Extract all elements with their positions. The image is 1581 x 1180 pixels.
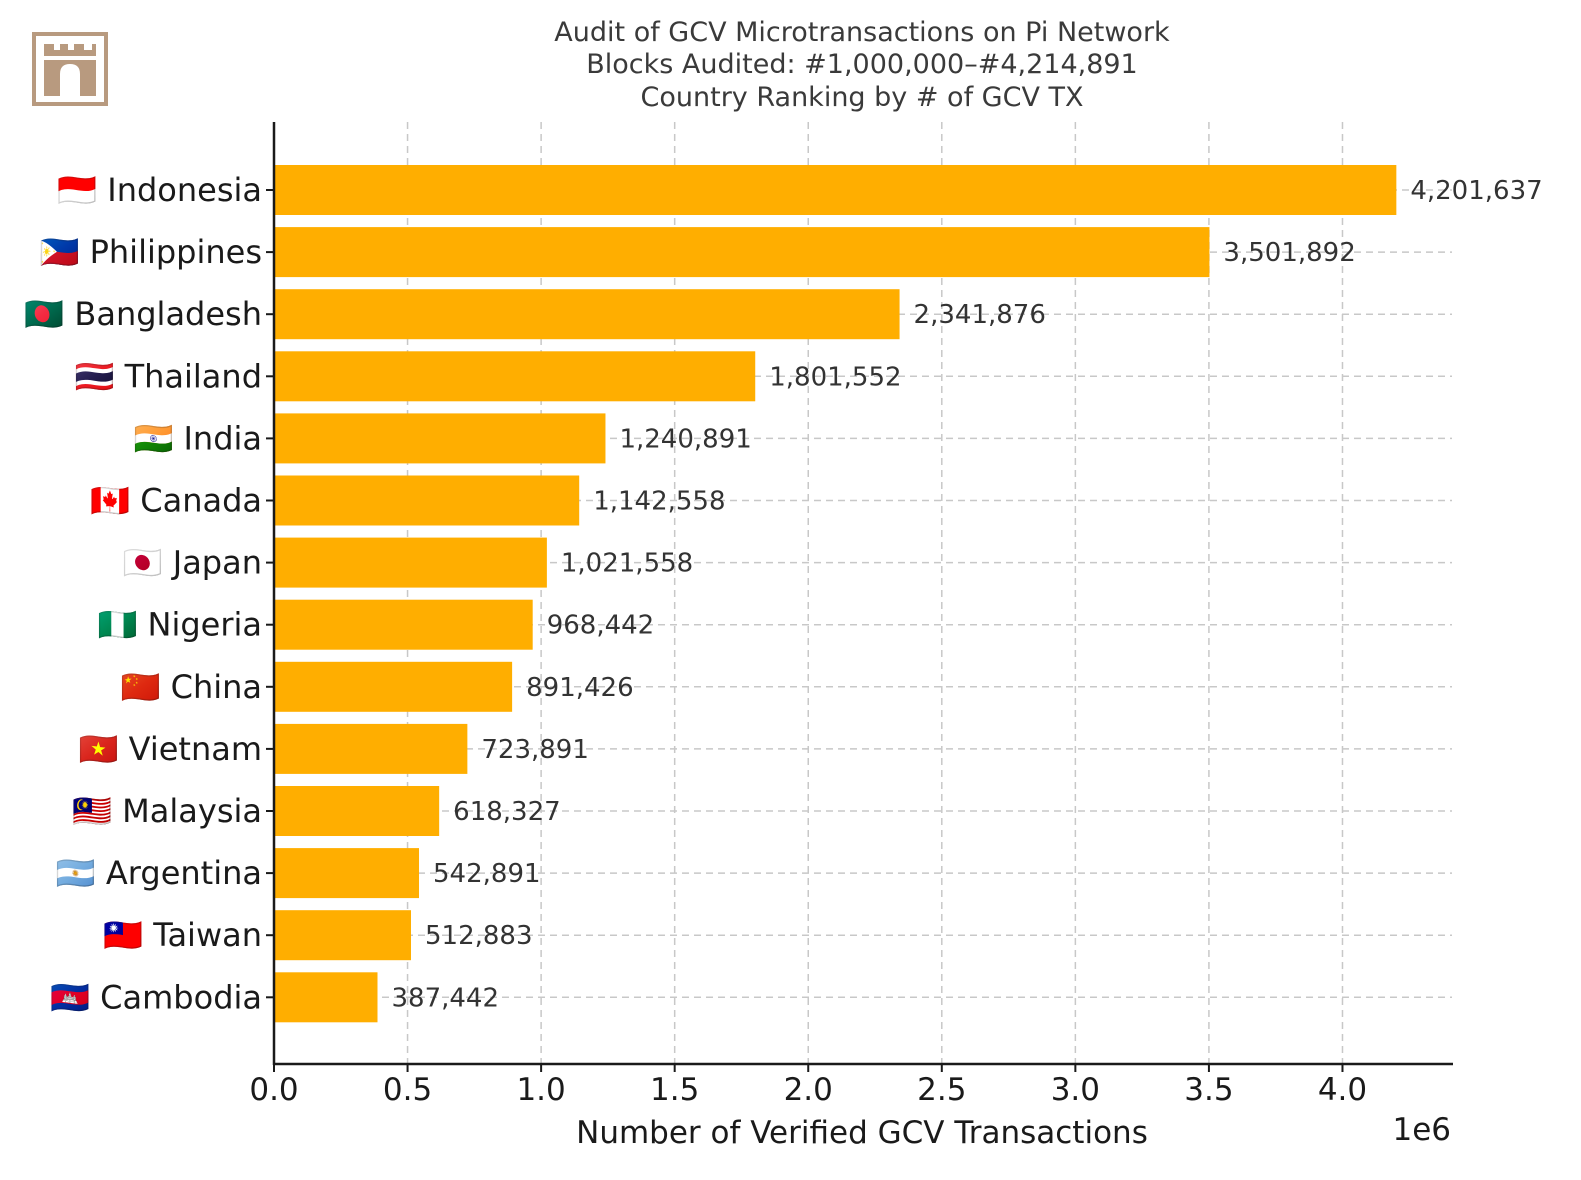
x-axis-title: Number of Verified GCV Transactions bbox=[576, 1115, 1148, 1151]
bar bbox=[275, 537, 547, 588]
category-label: 🇹🇭 Thailand bbox=[75, 357, 262, 395]
castle-gate-icon bbox=[32, 32, 108, 106]
bar bbox=[275, 227, 1210, 278]
category-label: 🇵🇭 Philippines bbox=[40, 233, 262, 271]
bar-value-label: 4,201,637 bbox=[1410, 176, 1542, 206]
category-label: 🇰🇭 Cambodia bbox=[50, 978, 262, 1016]
bar bbox=[275, 413, 606, 464]
x-tick-label: 2.0 bbox=[784, 1072, 833, 1108]
title-line-1: Audit of GCV Microtransactions on Pi Net… bbox=[554, 17, 1170, 48]
x-axis-offset-text: 1e6 bbox=[1392, 1112, 1451, 1148]
bar bbox=[275, 289, 900, 340]
x-tick-label: 4.0 bbox=[1318, 1072, 1367, 1108]
category-label: 🇮🇩 Indonesia bbox=[57, 171, 262, 209]
bar bbox=[275, 723, 468, 774]
title-line-2: Blocks Audited: #1,000,000–#4,214,891 bbox=[586, 49, 1137, 80]
x-tick-label: 0.5 bbox=[383, 1072, 432, 1108]
x-tick-label: 2.5 bbox=[917, 1072, 966, 1108]
bar bbox=[275, 661, 513, 712]
category-label: 🇮🇳 India bbox=[133, 419, 262, 457]
bar bbox=[275, 475, 580, 526]
category-label: 🇨🇳 China bbox=[121, 668, 262, 706]
bar bbox=[275, 351, 756, 402]
bar bbox=[275, 165, 1397, 215]
category-label: 🇹🇼 Taiwan bbox=[103, 916, 262, 954]
bar-value-label: 618,327 bbox=[453, 797, 561, 827]
bar-value-label: 512,883 bbox=[425, 921, 533, 951]
x-tick-label: 0.0 bbox=[249, 1072, 298, 1108]
title-line-3: Country Ranking by # of GCV TX bbox=[641, 82, 1084, 113]
category-label: 🇯🇵 Japan bbox=[123, 544, 262, 582]
category-label: 🇧🇩 Bangladesh bbox=[24, 295, 262, 333]
bar-value-label: 1,021,558 bbox=[561, 549, 693, 579]
x-tick-label: 3.5 bbox=[1184, 1072, 1233, 1108]
x-axis-ticks: 0.0 0.5 1.0 1.5 2.0 2.5 3.0 3.5 4.0 bbox=[249, 189, 1367, 1108]
category-label: 🇦🇷 Argentina bbox=[56, 854, 262, 892]
bar bbox=[275, 910, 412, 961]
category-label: 🇳🇬 Nigeria bbox=[98, 606, 263, 644]
category-label: 🇨🇦 Canada bbox=[90, 482, 262, 520]
x-tick-label: 3.0 bbox=[1051, 1072, 1100, 1108]
bar bbox=[275, 972, 378, 1023]
bar bbox=[275, 786, 440, 836]
category-label: 🇻🇳 Vietnam bbox=[79, 730, 262, 768]
category-label: 🇲🇾 Malaysia bbox=[72, 792, 262, 830]
bar-value-label: 1,142,558 bbox=[593, 487, 725, 517]
chart-title: Audit of GCV Microtransactions on Pi Net… bbox=[554, 17, 1170, 113]
bar-value-label: 2,341,876 bbox=[914, 300, 1046, 330]
value-labels: 4,201,637 3,501,892 2,341,876 1,801,552 1,24… bbox=[391, 176, 1542, 1013]
category-labels: 🇮🇩 Indonesia 🇵🇭 Philippines 🇧🇩 Bangladesh 🇹… bbox=[24, 171, 262, 1016]
bar-value-label: 891,426 bbox=[526, 673, 634, 703]
bars bbox=[275, 165, 1397, 1023]
x-tick-label: 1.0 bbox=[516, 1072, 565, 1108]
bar-value-label: 387,442 bbox=[391, 983, 499, 1013]
bar-value-label: 542,891 bbox=[433, 859, 541, 889]
bar-value-label: 3,501,892 bbox=[1223, 238, 1355, 268]
bar-value-label: 1,801,552 bbox=[769, 362, 901, 392]
bar-value-label: 723,891 bbox=[481, 735, 589, 765]
x-tick-label: 1.5 bbox=[650, 1072, 699, 1108]
bar bbox=[275, 848, 420, 899]
bar-value-label: 1,240,891 bbox=[619, 424, 751, 454]
bar-value-label: 968,442 bbox=[547, 611, 655, 641]
bar bbox=[275, 599, 533, 650]
